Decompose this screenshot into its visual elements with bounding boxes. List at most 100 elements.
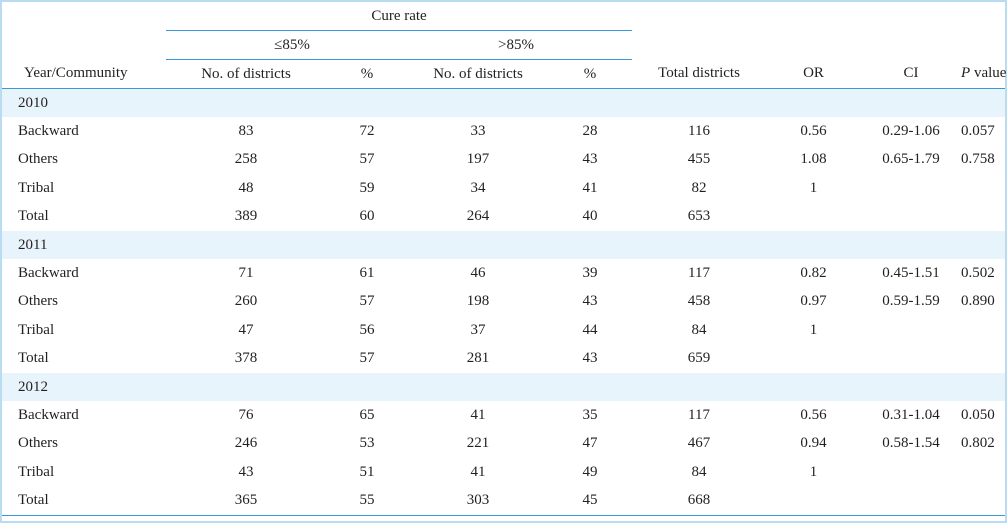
- gt85-count-cell: 41: [470, 406, 486, 423]
- gt85-pct-cell: 43: [582, 350, 598, 367]
- gt85-pct-cell: 35: [582, 406, 598, 423]
- gt85-pct-cell: 39: [582, 264, 598, 281]
- le85-header: ≤85%: [274, 36, 310, 53]
- le85-pct-cell: 57: [359, 151, 375, 168]
- or-cell: 0.97: [800, 293, 827, 310]
- or-cell: 1.08: [800, 151, 827, 168]
- table-row: Total 365 55 303 45 668: [2, 486, 1006, 516]
- gt85-count-cell: 197: [466, 151, 490, 168]
- num-districts-header-2: No. of districts: [433, 65, 523, 82]
- total-districts-cell: 84: [691, 463, 707, 480]
- p-value-cell: 0.890: [961, 293, 995, 310]
- or-cell: 0.56: [800, 122, 827, 139]
- header-row-2: ≤85% >85%: [2, 30, 1005, 60]
- p-value-header: P value: [961, 65, 1007, 82]
- gt85-count-cell: 33: [470, 122, 486, 139]
- total-districts-cell: 458: [687, 293, 711, 310]
- pct-header-2: %: [583, 65, 597, 82]
- table-body: 2010 Backward 83 72 33 28 116 0.56 0.29-1.06 0.05…: [2, 88, 1006, 516]
- or-cell: 1: [809, 463, 818, 480]
- table-row: Others 258 57 197 43 455 1.08 0.65-1.79 0.758: [2, 146, 1005, 175]
- le85-count-cell: 48: [238, 179, 254, 196]
- total-districts-header: Total districts: [658, 65, 740, 82]
- p-value-cell: 0.057: [961, 122, 995, 139]
- gt85-count-cell: 198: [466, 293, 490, 310]
- le85-count-cell: 365: [234, 492, 258, 509]
- community-cell: Backward: [18, 122, 79, 139]
- header-row-1: Cure rate: [2, 2, 1005, 31]
- gt85-pct-cell: 40: [582, 208, 598, 225]
- le85-count-cell: 47: [238, 321, 254, 338]
- gt85-pct-cell: 45: [582, 492, 598, 509]
- table-row: Tribal 47 56 37 44 84 1: [2, 316, 1005, 345]
- p-value-cell: 0.802: [961, 435, 995, 452]
- le85-pct-cell: 60: [359, 208, 375, 225]
- gt85-pct-cell: 43: [582, 151, 598, 168]
- le85-pct-cell: 61: [359, 264, 375, 281]
- gt85-pct-cell: 44: [582, 321, 598, 338]
- or-cell: 0.94: [800, 435, 827, 452]
- table-row: Others 260 57 198 43 458 0.97 0.59-1.59 0.890: [2, 288, 1005, 317]
- community-cell: Total: [18, 208, 49, 225]
- total-districts-cell: 116: [688, 122, 710, 139]
- total-districts-cell: 467: [687, 435, 711, 452]
- or-cell: 0.82: [800, 264, 827, 281]
- pct-header-1: %: [360, 65, 374, 82]
- le85-pct-cell: 59: [359, 179, 375, 196]
- le85-count-cell: 389: [234, 208, 258, 225]
- p-value-cell: 0.050: [961, 406, 995, 423]
- gt85-pct-cell: 47: [582, 435, 598, 452]
- or-cell: 0.56: [800, 406, 827, 423]
- year-row: 2011: [2, 231, 1006, 259]
- num-districts-header-1: No. of districts: [201, 65, 291, 82]
- total-districts-cell: 84: [691, 321, 707, 338]
- le85-count-cell: 83: [238, 122, 254, 139]
- le85-count-cell: 76: [238, 406, 254, 423]
- gt85-count-cell: 41: [470, 463, 486, 480]
- ci-cell: 0.31-1.04: [882, 406, 940, 423]
- table-row: Tribal 43 51 41 49 84 1: [2, 458, 1005, 487]
- gt85-header: >85%: [498, 36, 534, 53]
- le85-count-cell: 43: [238, 463, 254, 480]
- total-districts-cell: 668: [687, 492, 711, 509]
- le85-count-cell: 71: [238, 264, 254, 281]
- le85-pct-cell: 57: [359, 293, 375, 310]
- le85-pct-cell: 56: [359, 321, 375, 338]
- year-label: 2010: [18, 94, 48, 111]
- header-row-3: Year/Community No. of districts % No. of…: [2, 59, 1007, 89]
- gt85-count-cell: 221: [466, 435, 490, 452]
- le85-pct-cell: 57: [359, 350, 375, 367]
- gt85-count-cell: 46: [470, 264, 486, 281]
- le85-pct-cell: 53: [359, 435, 375, 452]
- le85-pct-cell: 51: [359, 463, 375, 480]
- community-cell: Others: [18, 151, 58, 168]
- community-cell: Others: [18, 435, 58, 452]
- table-row: Tribal 48 59 34 41 82 1: [2, 174, 1005, 203]
- p-value-cell: 0.502: [961, 264, 995, 281]
- community-cell: Total: [18, 492, 49, 509]
- gt85-count-cell: 281: [466, 350, 490, 367]
- or-header: OR: [803, 65, 824, 82]
- year-label: 2011: [18, 236, 48, 253]
- total-districts-cell: 653: [687, 208, 711, 225]
- total-districts-cell: 117: [688, 406, 710, 423]
- ci-cell: 0.65-1.79: [882, 151, 940, 168]
- ci-cell: 0.58-1.54: [882, 435, 940, 452]
- or-cell: 1: [809, 179, 818, 196]
- gt85-pct-cell: 43: [582, 293, 598, 310]
- community-cell: Backward: [18, 264, 79, 281]
- table-row: Total 389 60 264 40 653: [2, 203, 1005, 232]
- gt85-pct-cell: 28: [582, 122, 598, 139]
- gt85-pct-cell: 49: [582, 463, 598, 480]
- gt85-count-cell: 264: [466, 208, 490, 225]
- year-community-header: Year/Community: [24, 65, 128, 82]
- p-value-cell: 0.758: [961, 151, 995, 168]
- community-cell: Others: [18, 293, 58, 310]
- ci-cell: 0.29-1.06: [882, 122, 940, 139]
- total-districts-cell: 117: [688, 264, 710, 281]
- le85-count-cell: 378: [234, 350, 258, 367]
- community-cell: Backward: [18, 406, 79, 423]
- le85-pct-cell: 55: [359, 492, 375, 509]
- le85-pct-cell: 72: [359, 122, 375, 139]
